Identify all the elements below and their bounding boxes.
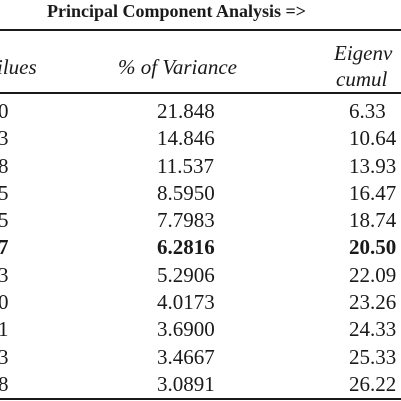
variance-percent-cell: 3.0891	[157, 371, 215, 396]
eigen-cumulative-cell: 24.33	[349, 317, 397, 342]
eigen-cumulative-cell: 16.47	[349, 180, 397, 205]
eigenvalue-cell: 3	[0, 262, 9, 287]
table-row: 5 8.5950 16.47	[0, 180, 401, 207]
top-rule	[0, 29, 401, 31]
variance-percent-cell: 4.0173	[157, 290, 215, 315]
eigenvalue-cell: 8	[0, 153, 9, 178]
table-row: 3 5.2906 22.09	[0, 262, 401, 289]
eigen-cumulative-cell: 22.09	[349, 262, 397, 287]
variance-percent-cell: 11.537	[157, 153, 214, 178]
table-row: 8 3.0891 26.22	[0, 371, 401, 398]
table-row: 7 6.2816 20.50	[0, 234, 401, 261]
table-row: 3 3.4667 25.33	[0, 344, 401, 371]
eigen-cumulative-cell: 18.74	[349, 208, 397, 233]
eigenvalue-cell: 3	[0, 126, 9, 151]
variance-percent-cell: 3.4667	[157, 344, 215, 369]
variance-percent-cell: 7.7983	[157, 208, 215, 233]
eigenvalue-cell: 3	[0, 344, 9, 369]
eigenvalue-cell: 5	[0, 208, 9, 233]
eigenvalue-cell: 8	[0, 371, 9, 396]
table-row: 8 11.537 13.93	[0, 153, 401, 180]
bottom-rule	[0, 398, 401, 400]
variance-percent-cell: 5.2906	[157, 262, 215, 287]
header-percent-variance: % of Variance	[118, 55, 237, 79]
header-eigen-cumulative-line1: Eigenv	[334, 41, 393, 65]
eigenvalue-cell: 7	[0, 235, 9, 260]
eigenvalue-cell: 0	[0, 99, 9, 123]
eigenvalue-cell: 5	[0, 180, 9, 205]
header-eigen-cumulative-line2: cumul	[336, 67, 388, 91]
eigenvalue-cell: 0	[0, 290, 9, 315]
table-row: 0 4.0173 23.26	[0, 289, 401, 316]
variance-percent-cell: 3.6900	[157, 317, 215, 342]
table-row: 1 3.6900 24.33	[0, 316, 401, 343]
variance-percent-cell: 14.846	[157, 126, 215, 151]
table-body: 0 21.848 6.33 3 14.846 10.64 8 11.537 13.93 5 8.59…	[0, 98, 401, 398]
eigen-cumulative-cell: 20.50	[349, 235, 397, 260]
variance-percent-cell: 6.2816	[157, 235, 215, 260]
variance-percent-cell: 8.5950	[157, 180, 215, 205]
eigenvalue-cell: 1	[0, 317, 9, 342]
variance-percent-cell: 21.848	[157, 99, 215, 123]
table-row: 5 7.7983 18.74	[0, 207, 401, 234]
eigen-cumulative-cell: 26.22	[349, 371, 397, 396]
eigen-cumulative-cell: 25.33	[349, 344, 397, 369]
eigen-cumulative-cell: 10.64	[349, 126, 397, 151]
table-row: 3 14.846 10.64	[0, 125, 401, 152]
header-rule	[0, 92, 401, 94]
header-eigenvalues: ilues	[0, 55, 37, 79]
eigen-cumulative-cell: 6.33	[349, 99, 386, 123]
table-row: 0 21.848 6.33	[0, 98, 401, 125]
eigen-cumulative-cell: 23.26	[349, 290, 397, 315]
eigen-cumulative-cell: 13.93	[349, 153, 397, 178]
table-caption: Principal Component Analysis =>	[47, 1, 307, 21]
